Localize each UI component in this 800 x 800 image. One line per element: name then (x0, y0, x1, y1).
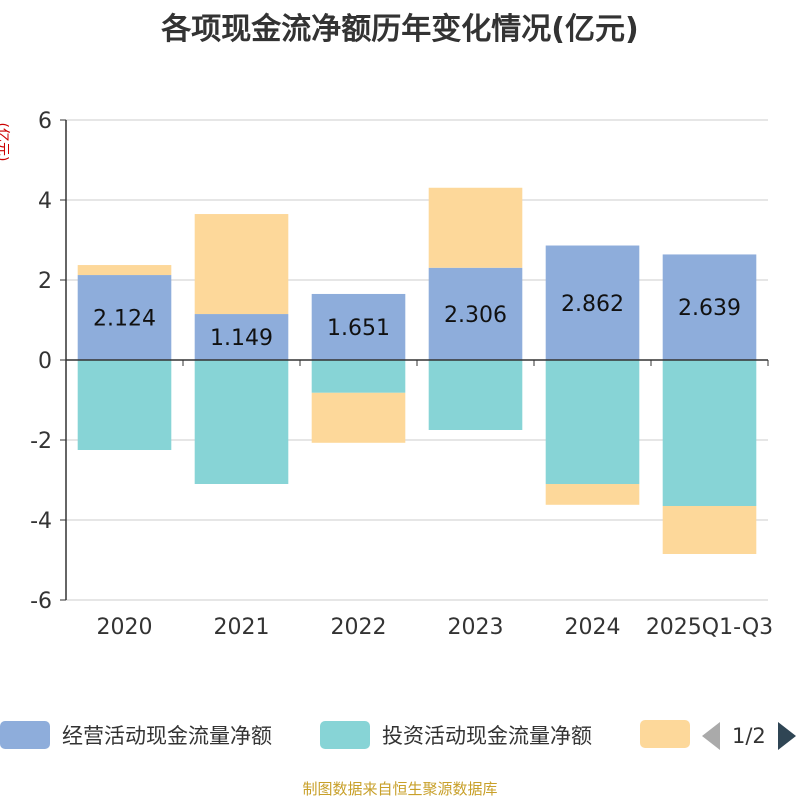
bar-data-label: 2.639 (678, 296, 741, 321)
bar-segment-series-2[interactable] (77, 265, 172, 276)
chart-title: 各项现金流净额历年变化情况(亿元) (161, 12, 639, 47)
legend-item-operating[interactable]: 经营活动现金流量净额 (0, 720, 272, 750)
bar-segment-series-0[interactable] (77, 275, 172, 360)
pager-prev-icon[interactable] (702, 722, 720, 750)
bar-segment-series-2[interactable] (311, 392, 406, 443)
data-labels: 2.124 1.149 1.651 2.306 2.862 2.639 (93, 292, 741, 351)
bar-segment-series-1[interactable] (662, 360, 757, 506)
y-axis-unit-label: (亿元) (0, 122, 10, 162)
bar-segment-series-2[interactable] (545, 484, 640, 505)
bar-segment-series-0[interactable] (545, 245, 640, 360)
bar-segment-series-2[interactable] (662, 506, 757, 554)
bar-data-label: 2.306 (444, 303, 507, 328)
gridlines (66, 119, 768, 601)
legend-item-investing[interactable]: 投资活动现金流量净额 (320, 720, 592, 750)
bar-segment-series-1[interactable] (77, 360, 172, 450)
bar-segment-series-2[interactable] (194, 214, 289, 315)
x-category-label: 2020 (97, 615, 153, 640)
axes: 6 4 2 0 -2 -4 -6 2020 2021 2022 2023 2024 2025Q1-Q3 (30, 109, 773, 640)
bar-segment-series-0[interactable] (311, 293, 406, 360)
y-tick-label: -2 (30, 429, 52, 454)
bar-segment-series-2[interactable] (428, 187, 523, 268)
x-category-label: 2025Q1-Q3 (646, 615, 773, 640)
bar-segment-series-1[interactable] (311, 360, 406, 393)
x-category-label: 2023 (448, 615, 504, 640)
x-category-label: 2021 (214, 615, 270, 640)
legend-label-investing: 投资活动现金流量净额 (382, 724, 592, 748)
legend-label-operating: 经营活动现金流量净额 (62, 724, 272, 748)
bar-data-label: 2.124 (93, 307, 156, 332)
x-category-label: 2024 (565, 615, 621, 640)
pager-next-icon[interactable] (777, 722, 796, 750)
legend-swatch-financing (640, 720, 690, 748)
y-tick-label: -4 (30, 509, 52, 534)
y-tick-label: 6 (38, 109, 52, 134)
y-tick-label: 2 (38, 269, 52, 294)
bar-segment-series-0[interactable] (428, 267, 523, 360)
pager-page-indicator: 1/2 (732, 724, 766, 748)
bars (77, 187, 757, 554)
source-note: 制图数据来自恒生聚源数据库 (302, 780, 498, 798)
bar-segment-series-0[interactable] (662, 254, 757, 360)
y-tick-label: 0 (38, 349, 52, 374)
legend-swatch-investing (320, 721, 370, 749)
legend-swatch-operating (0, 721, 50, 749)
bar-data-label: 1.149 (210, 326, 273, 351)
bar-data-label: 1.651 (327, 316, 390, 341)
legend: 经营活动现金流量净额 投资活动现金流量净额 1/2 (0, 716, 800, 752)
bar-segment-series-0[interactable] (194, 314, 289, 360)
bar-segment-series-1[interactable] (545, 360, 640, 484)
bar-segment-series-1[interactable] (428, 360, 523, 430)
legend-item-financing[interactable] (640, 720, 690, 748)
x-category-label: 2022 (331, 615, 387, 640)
bar-data-label: 2.862 (561, 292, 624, 317)
legend-pager: 1/2 (702, 722, 796, 750)
bar-segment-series-1[interactable] (194, 360, 289, 484)
y-tick-label: 4 (38, 189, 52, 214)
y-tick-label: -6 (30, 589, 52, 614)
